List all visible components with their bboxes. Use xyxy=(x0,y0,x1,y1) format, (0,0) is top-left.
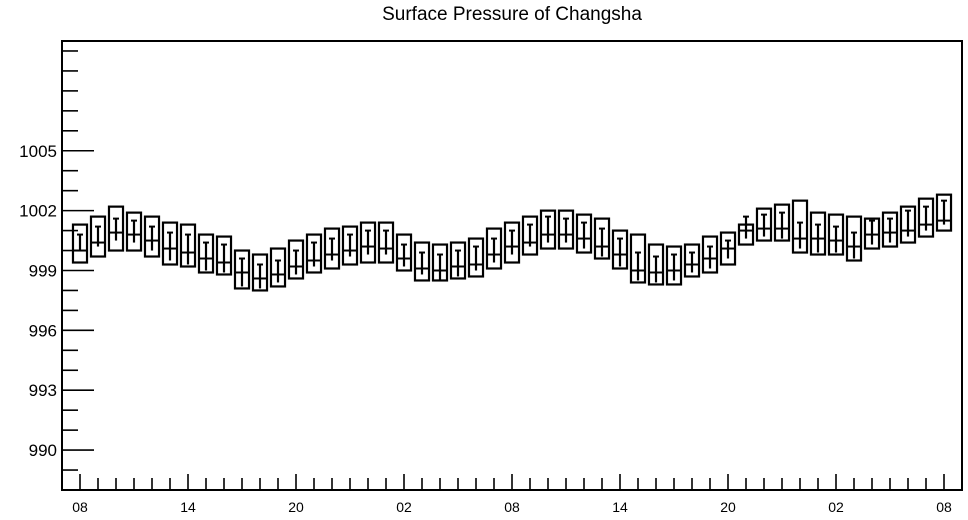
box xyxy=(125,211,143,252)
box xyxy=(629,233,647,284)
box xyxy=(395,233,413,272)
box xyxy=(683,243,701,278)
x-tick-label: 08 xyxy=(72,499,88,515)
box xyxy=(809,211,827,256)
box xyxy=(287,239,305,280)
x-tick-label: 02 xyxy=(396,499,412,515)
box xyxy=(935,193,953,232)
box xyxy=(143,215,161,258)
box xyxy=(197,233,215,274)
box xyxy=(755,207,773,242)
y-tick-label: 1002 xyxy=(19,202,57,221)
x-tick-label: 14 xyxy=(612,499,628,515)
x-tick-label: 08 xyxy=(504,499,520,515)
chart-title: Surface Pressure of Changsha xyxy=(382,4,642,25)
box xyxy=(503,221,521,264)
box xyxy=(773,203,791,242)
box xyxy=(179,223,197,268)
y-tick-label: 999 xyxy=(29,261,57,280)
box xyxy=(107,205,125,252)
y-tick-label: 1005 xyxy=(19,142,57,161)
box xyxy=(215,235,233,276)
box xyxy=(341,225,359,266)
box xyxy=(251,253,269,292)
box xyxy=(647,243,665,286)
x-tick-label: 08 xyxy=(936,499,952,515)
box xyxy=(539,209,557,250)
plot-frame xyxy=(61,40,963,491)
box xyxy=(917,197,935,238)
y-tick-label: 990 xyxy=(29,441,57,460)
box xyxy=(827,213,845,256)
box xyxy=(359,221,377,264)
box xyxy=(881,211,899,248)
box xyxy=(161,221,179,266)
box xyxy=(269,247,287,288)
box xyxy=(611,229,629,270)
x-tick-label: 20 xyxy=(720,499,736,515)
box xyxy=(593,217,611,260)
box xyxy=(665,245,683,286)
box xyxy=(233,249,251,290)
x-tick-label: 20 xyxy=(288,499,304,515)
box xyxy=(791,199,809,254)
box xyxy=(305,233,323,274)
box xyxy=(413,241,431,282)
y-tick-label: 993 xyxy=(29,381,57,400)
box xyxy=(845,215,863,262)
x-tick-label: 14 xyxy=(180,499,196,515)
box xyxy=(557,209,575,250)
box xyxy=(89,215,107,258)
box xyxy=(521,215,539,256)
y-tick-label: 996 xyxy=(29,321,57,340)
box xyxy=(575,213,593,254)
box xyxy=(467,237,485,278)
box xyxy=(899,205,917,244)
box xyxy=(377,221,395,264)
box xyxy=(449,241,467,280)
box xyxy=(323,227,341,270)
x-tick-label: 02 xyxy=(828,499,844,515)
box xyxy=(485,227,503,270)
box xyxy=(71,223,89,264)
box xyxy=(701,235,719,274)
